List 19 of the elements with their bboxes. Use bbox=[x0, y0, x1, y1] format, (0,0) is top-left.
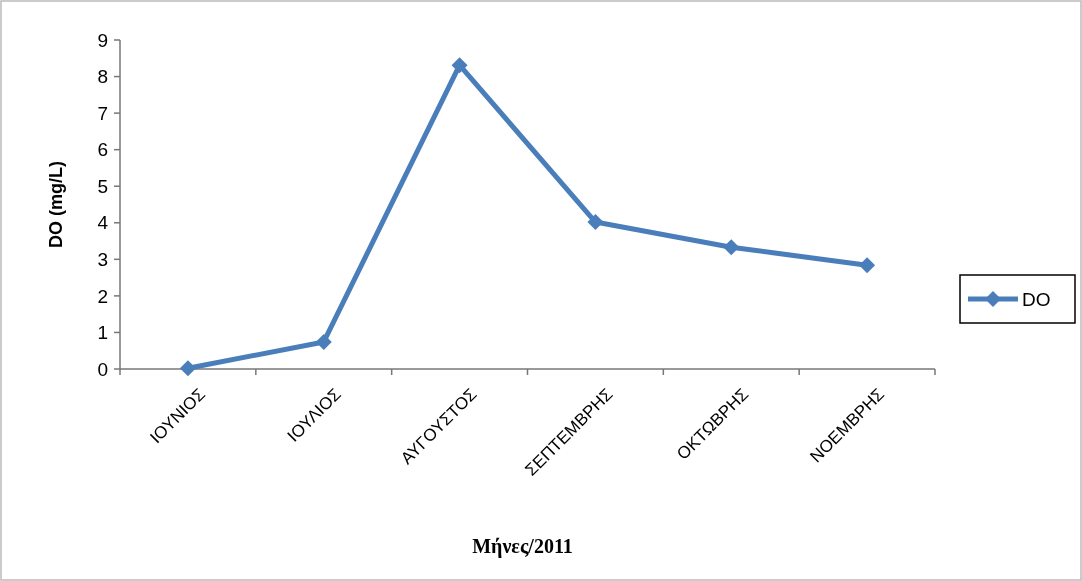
y-tick-label: 8 bbox=[97, 66, 108, 88]
y-tick-label: 4 bbox=[97, 212, 109, 234]
legend-label: DO bbox=[1022, 288, 1051, 310]
y-tick-label: 0 bbox=[97, 358, 108, 380]
y-tick-label: 6 bbox=[97, 139, 108, 161]
point bbox=[723, 239, 740, 256]
y-tick-label: 7 bbox=[97, 102, 108, 124]
x-axis-title: Μήνες/2011 bbox=[472, 535, 573, 558]
point bbox=[451, 57, 468, 74]
y-tick-label: 2 bbox=[97, 285, 108, 307]
point bbox=[179, 360, 196, 377]
y-tick-label: 5 bbox=[97, 175, 108, 197]
y-tick-label: 3 bbox=[97, 248, 108, 270]
point bbox=[587, 214, 604, 231]
point bbox=[859, 257, 876, 274]
y-tick-label: 9 bbox=[97, 29, 108, 51]
point bbox=[315, 333, 332, 350]
y-tick-label: 1 bbox=[97, 322, 108, 344]
y-axis-title: DO (mg/L) bbox=[46, 161, 66, 248]
